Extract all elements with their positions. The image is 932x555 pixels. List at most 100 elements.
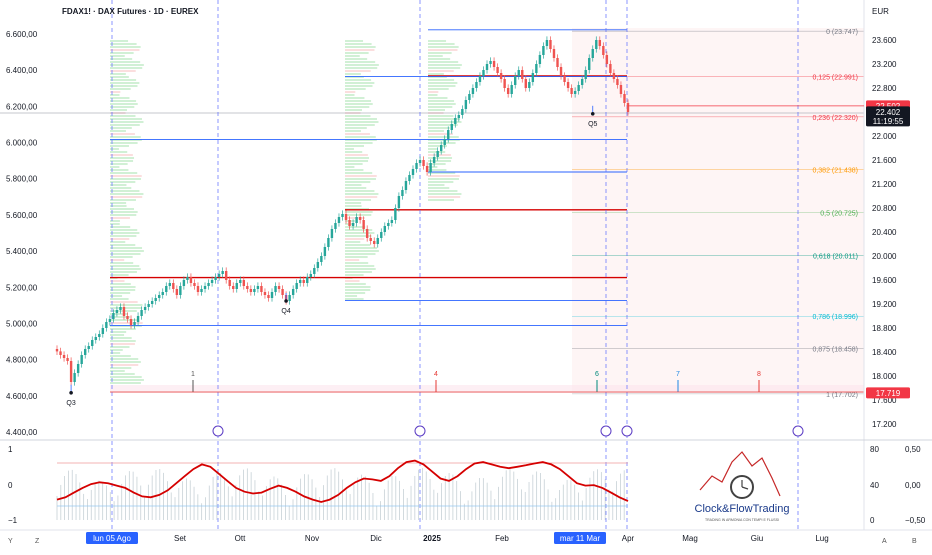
time-axis-tick: Lug xyxy=(815,534,828,543)
volume-profile-bar xyxy=(345,145,364,147)
candle-body xyxy=(158,295,161,298)
candle-body xyxy=(281,289,284,295)
volume-profile-bar xyxy=(345,115,371,117)
cycle-marker-icon xyxy=(600,425,612,437)
volume-profile-bar xyxy=(345,289,371,291)
volume-profile-bar xyxy=(110,148,119,150)
volume-profile-bar xyxy=(345,103,373,105)
candle-body xyxy=(425,166,429,172)
osc-right-tick-a: 40 xyxy=(870,481,879,490)
right-axis-tick: 17.600 xyxy=(872,396,897,405)
footer-y[interactable]: Y xyxy=(8,538,13,545)
volume-profile-bar xyxy=(110,247,143,249)
price-badge-value: 22.402 xyxy=(876,108,901,117)
volume-profile-bar xyxy=(345,82,375,84)
footer-z[interactable]: Z xyxy=(35,538,40,545)
footer-a[interactable]: A xyxy=(882,538,887,545)
volume-profile-bar xyxy=(428,61,459,63)
cycle-marker-icon xyxy=(621,425,633,437)
volume-profile-bar xyxy=(345,259,360,261)
left-axis-tick: 5.800,00 xyxy=(6,175,38,184)
candle-body xyxy=(108,319,112,322)
candle-body xyxy=(87,346,90,349)
candle-body xyxy=(295,283,298,289)
osc-line xyxy=(56,459,629,503)
candle-body xyxy=(179,286,182,295)
left-axis-tick: 4.600,00 xyxy=(6,392,38,401)
volume-profile-bar xyxy=(110,208,134,210)
left-price-axis[interactable]: 6.600,00 6.400,00 6.200,00 6.000,00 5.800,00… xyxy=(6,30,38,437)
candle-body xyxy=(320,256,323,262)
volume-profile-bar xyxy=(110,301,138,303)
candle-body xyxy=(475,82,478,88)
volume-profile-bar xyxy=(428,43,455,45)
fib-level-label: 0,236 (22.320) xyxy=(812,115,858,122)
volume-profile-bar xyxy=(345,67,378,69)
candle-body xyxy=(397,196,401,208)
candle-body xyxy=(404,181,408,190)
candle-body xyxy=(573,91,577,94)
candle-body xyxy=(239,280,242,283)
volume-profile-bar xyxy=(428,115,454,117)
candle-body xyxy=(242,280,246,286)
candle-body xyxy=(115,310,119,313)
candle-body xyxy=(140,310,143,316)
volume-profile-bar xyxy=(110,226,131,228)
volume-profile-bar xyxy=(428,64,462,66)
volume-profile-bar xyxy=(110,328,136,330)
candle-body xyxy=(348,220,351,226)
cycle-number: 7 xyxy=(676,371,680,378)
candle-body xyxy=(482,70,485,76)
time-axis-tick: Apr xyxy=(622,534,635,543)
candle-body xyxy=(538,55,542,64)
candle-body xyxy=(365,229,369,238)
volume-profile-bar xyxy=(110,49,140,51)
cycle-marker-icon xyxy=(212,425,224,437)
candle-body xyxy=(626,103,630,112)
candle-body xyxy=(203,286,207,289)
candle-body xyxy=(418,160,422,163)
volume-profile-bar xyxy=(428,175,460,177)
volume-profile-bar xyxy=(345,268,376,270)
volume-profile-bar xyxy=(110,343,135,345)
fib-level-label: 0,786 (18.996) xyxy=(812,314,858,321)
watermark-squiggle xyxy=(699,451,781,497)
volume-profile-bar xyxy=(345,52,369,54)
right-axis-tick: 18.400 xyxy=(872,348,897,357)
left-axis-tick: 4.800,00 xyxy=(6,356,38,365)
candle-body xyxy=(214,277,217,280)
volume-profile-bar xyxy=(110,253,141,255)
volume-profile-bar xyxy=(428,118,460,120)
candle-body xyxy=(341,214,344,217)
left-axis-tick: 6.600,00 xyxy=(6,30,38,39)
volume-profile-bar xyxy=(110,373,135,375)
footer-b[interactable]: B xyxy=(912,538,917,545)
candle-body xyxy=(380,232,383,238)
price-badge xyxy=(866,106,910,127)
candle-body xyxy=(136,316,140,322)
candle-body xyxy=(217,274,221,277)
volume-profile-bar xyxy=(110,361,141,363)
price-badge-value: 17.719 xyxy=(876,389,901,398)
time-axis-tick: mar 11 Mar xyxy=(560,534,601,543)
candle-body xyxy=(468,94,471,100)
volume-profile-bar xyxy=(110,58,133,60)
volume-profile-bar xyxy=(345,133,370,135)
candle-body xyxy=(91,340,94,346)
volume-profile-bar xyxy=(110,73,126,75)
time-axis[interactable]: lun 05 Ago Set Ott Nov Dic 2025 Feb mar 11 Mar A… xyxy=(86,532,829,544)
volume-profile-bar xyxy=(110,223,120,225)
brand-tagline: TRADING IN ARMONIA CON TEMPI E FLUSSI xyxy=(705,518,779,522)
quarter-label: Q5 xyxy=(588,121,597,128)
volume-profile-bar xyxy=(110,367,132,369)
right-axis-tick: 18.000 xyxy=(872,372,897,381)
volume-profile-bar xyxy=(345,127,367,129)
candle-body xyxy=(517,70,520,76)
candle-body xyxy=(182,280,186,286)
right-axis-tick: 20.000 xyxy=(872,252,897,261)
right-axis-tick: 21.200 xyxy=(872,180,897,189)
volume-profile-bar xyxy=(110,229,138,231)
candle-body xyxy=(584,70,587,79)
volume-profile-bar xyxy=(345,265,375,267)
